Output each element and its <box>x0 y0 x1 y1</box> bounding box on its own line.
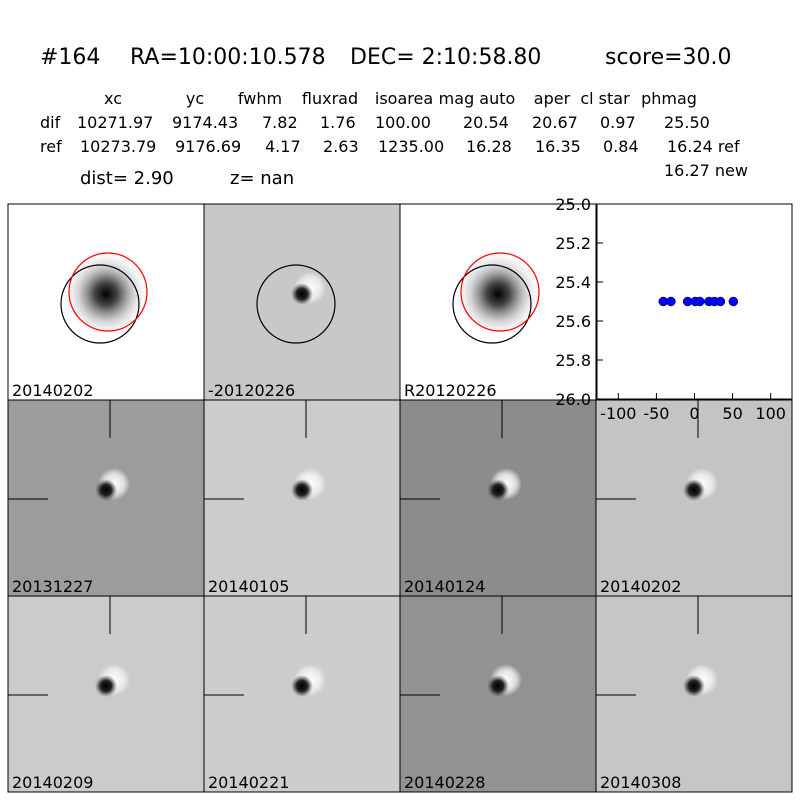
panel-label: 20140308 <box>600 773 681 792</box>
cand-id: #164 <box>40 45 100 70</box>
col-header: yc <box>186 89 204 108</box>
y-tick-label: 25.4 <box>555 273 591 292</box>
image-panel: 20140124 <box>399 399 597 597</box>
image-panel: 20140308 <box>595 595 793 793</box>
image-panel: 20131227 <box>7 399 205 597</box>
point <box>728 296 739 307</box>
point <box>695 296 705 307</box>
source-neg <box>487 675 509 697</box>
ra: RA=10:00:10.578 <box>130 45 326 70</box>
col-header: aper <box>534 89 571 108</box>
cell: 16.28 <box>466 137 512 156</box>
panel-label: -20120226 <box>208 381 295 400</box>
image-panel: 20140228 <box>399 595 597 793</box>
x-tick-label: -100 <box>600 404 636 423</box>
cell: 9176.69 <box>175 137 241 156</box>
col-header: cl star <box>580 89 630 108</box>
aperture <box>452 264 532 344</box>
cell: 4.17 <box>265 137 301 156</box>
cell: 16.35 <box>535 137 581 156</box>
cell: 25.50 <box>664 113 710 132</box>
panel-label: 20140124 <box>404 577 485 596</box>
col-header: phmag <box>641 89 697 108</box>
source-neg <box>95 675 117 697</box>
col-header: xc <box>104 89 122 108</box>
cell: 0.84 <box>603 137 639 156</box>
x-tick-label: 0 <box>689 404 699 423</box>
col-header: mag auto <box>439 89 516 108</box>
cell: 2.63 <box>323 137 359 156</box>
image-panel: 20140202 <box>595 399 793 597</box>
y-tick-label: 26.0 <box>555 390 591 409</box>
source-neg <box>291 479 313 501</box>
panel-label: 20140202 <box>12 381 93 400</box>
image-panel: 20140202 <box>7 203 205 401</box>
dec: DEC= 2:10:58.80 <box>350 45 541 70</box>
cell: 9174.43 <box>172 113 238 132</box>
cell: 20.67 <box>532 113 578 132</box>
cell: 10273.79 <box>80 137 156 156</box>
x-tick-label: -50 <box>643 404 669 423</box>
source-neg <box>683 479 705 501</box>
aperture <box>256 264 336 344</box>
dist: dist= 2.90 <box>80 168 174 189</box>
panel-label: 20140105 <box>208 577 289 596</box>
panel-label: R20120226 <box>404 381 497 400</box>
image-panel: 20140221 <box>203 595 401 793</box>
panel-label: 20140202 <box>600 577 681 596</box>
point <box>715 296 726 307</box>
image-panel: -20120226 <box>203 203 401 401</box>
y-tick-label: 25.0 <box>555 195 591 214</box>
cell: 1235.00 <box>378 137 444 156</box>
x-tick-label: 100 <box>755 404 786 423</box>
source-neg <box>291 283 313 305</box>
panel-label: 20140228 <box>404 773 485 792</box>
aperture-ref <box>460 252 540 332</box>
row-label: dif <box>40 113 61 132</box>
row-label: ref <box>40 137 62 156</box>
source-neg <box>291 675 313 697</box>
image-panel: 20140209 <box>7 595 205 793</box>
image-panel: 20140105 <box>203 399 401 597</box>
y-tick-label: 25.6 <box>555 312 591 331</box>
score: score=30.0 <box>605 45 732 70</box>
y-tick-label: 25.2 <box>555 234 591 253</box>
source-neg <box>95 479 117 501</box>
cell: 100.00 <box>375 113 431 132</box>
source <box>61 249 151 339</box>
point <box>666 296 676 307</box>
source-neg <box>683 675 705 697</box>
cell: 0.97 <box>600 113 636 132</box>
cell: 7.82 <box>262 113 298 132</box>
y-tick-label: 25.8 <box>555 351 591 370</box>
panel-label: 20131227 <box>12 577 93 596</box>
aperture-ref <box>68 252 148 332</box>
image-panel: R20120226 <box>399 203 597 401</box>
source <box>453 249 543 339</box>
cell: 20.54 <box>463 113 509 132</box>
col-header: isoarea <box>375 89 433 108</box>
panel-label: 20140209 <box>12 773 93 792</box>
cell: 1.76 <box>320 113 356 132</box>
phmag-new: 16.27 new <box>664 161 748 180</box>
col-header: fwhm <box>238 89 282 108</box>
x-tick-label: 50 <box>722 404 742 423</box>
redshift: z= nan <box>230 168 294 189</box>
cell: 10271.97 <box>77 113 153 132</box>
aperture <box>60 264 140 344</box>
cell: 16.24 ref <box>667 137 740 156</box>
col-header: fluxrad <box>302 89 358 108</box>
panel-label: 20140221 <box>208 773 289 792</box>
source-neg <box>487 479 509 501</box>
